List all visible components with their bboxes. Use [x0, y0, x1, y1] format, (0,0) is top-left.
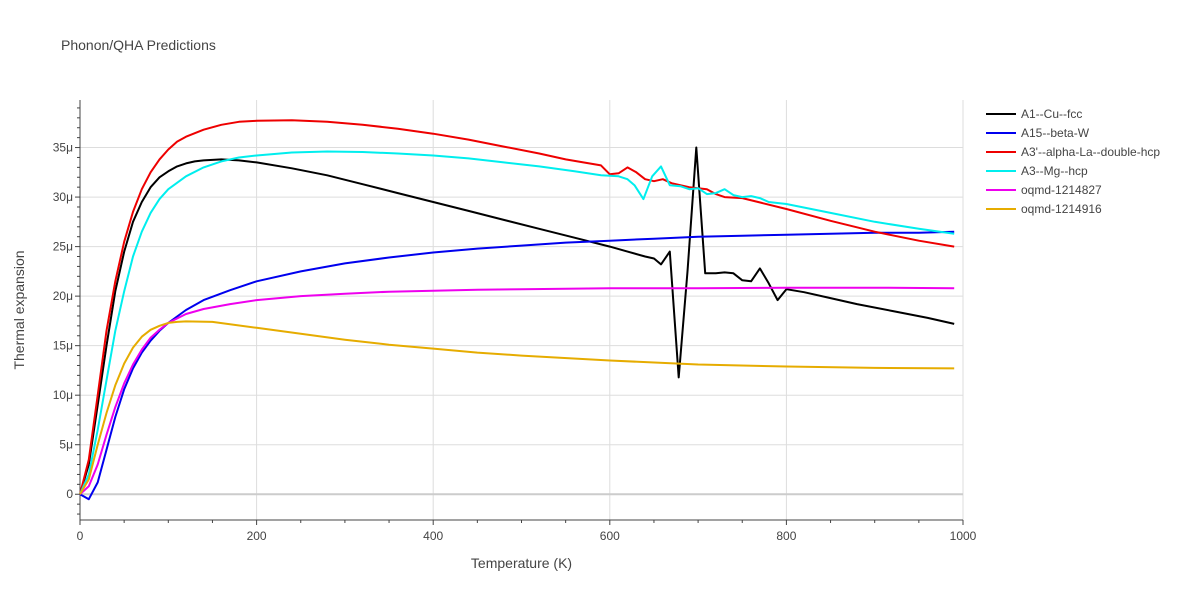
legend-label: oqmd-1214916 — [1021, 202, 1102, 216]
y-tick-label: 5μ — [59, 438, 73, 452]
y-tick-label: 20μ — [53, 289, 73, 303]
legend-label: A3'--alpha-La--double-hcp — [1021, 145, 1160, 159]
x-tick-label: 0 — [77, 529, 84, 543]
x-axis-title: Temperature (K) — [471, 555, 572, 571]
series-line-6 — [79, 320, 955, 495]
series-line-2 — [79, 230, 955, 501]
x-tick-label: 800 — [776, 529, 796, 543]
series-line-4 — [79, 150, 955, 495]
series-line-1 — [79, 146, 955, 495]
x-tick-label: 200 — [247, 529, 267, 543]
series-line-3 — [79, 119, 955, 495]
y-tick-label: 0 — [66, 487, 73, 501]
x-tick-label: 600 — [600, 529, 620, 543]
x-tick-label: 400 — [423, 529, 443, 543]
legend-label: A15--beta-W — [1021, 126, 1090, 140]
y-tick-label: 35μ — [53, 141, 73, 155]
y-tick-label: 25μ — [53, 240, 73, 254]
series-line-5 — [79, 286, 955, 495]
y-tick-label: 30μ — [53, 190, 73, 204]
y-axis-title: Thermal expansion — [11, 250, 27, 369]
y-tick-label: 15μ — [53, 339, 73, 353]
x-tick-label: 1000 — [950, 529, 977, 543]
legend-label: oqmd-1214827 — [1021, 183, 1102, 197]
chart-title: Phonon/QHA Predictions — [61, 37, 216, 53]
legend-label: A3--Mg--hcp — [1021, 164, 1088, 178]
legend-label: A1--Cu--fcc — [1021, 107, 1082, 121]
y-tick-label: 10μ — [53, 388, 73, 402]
